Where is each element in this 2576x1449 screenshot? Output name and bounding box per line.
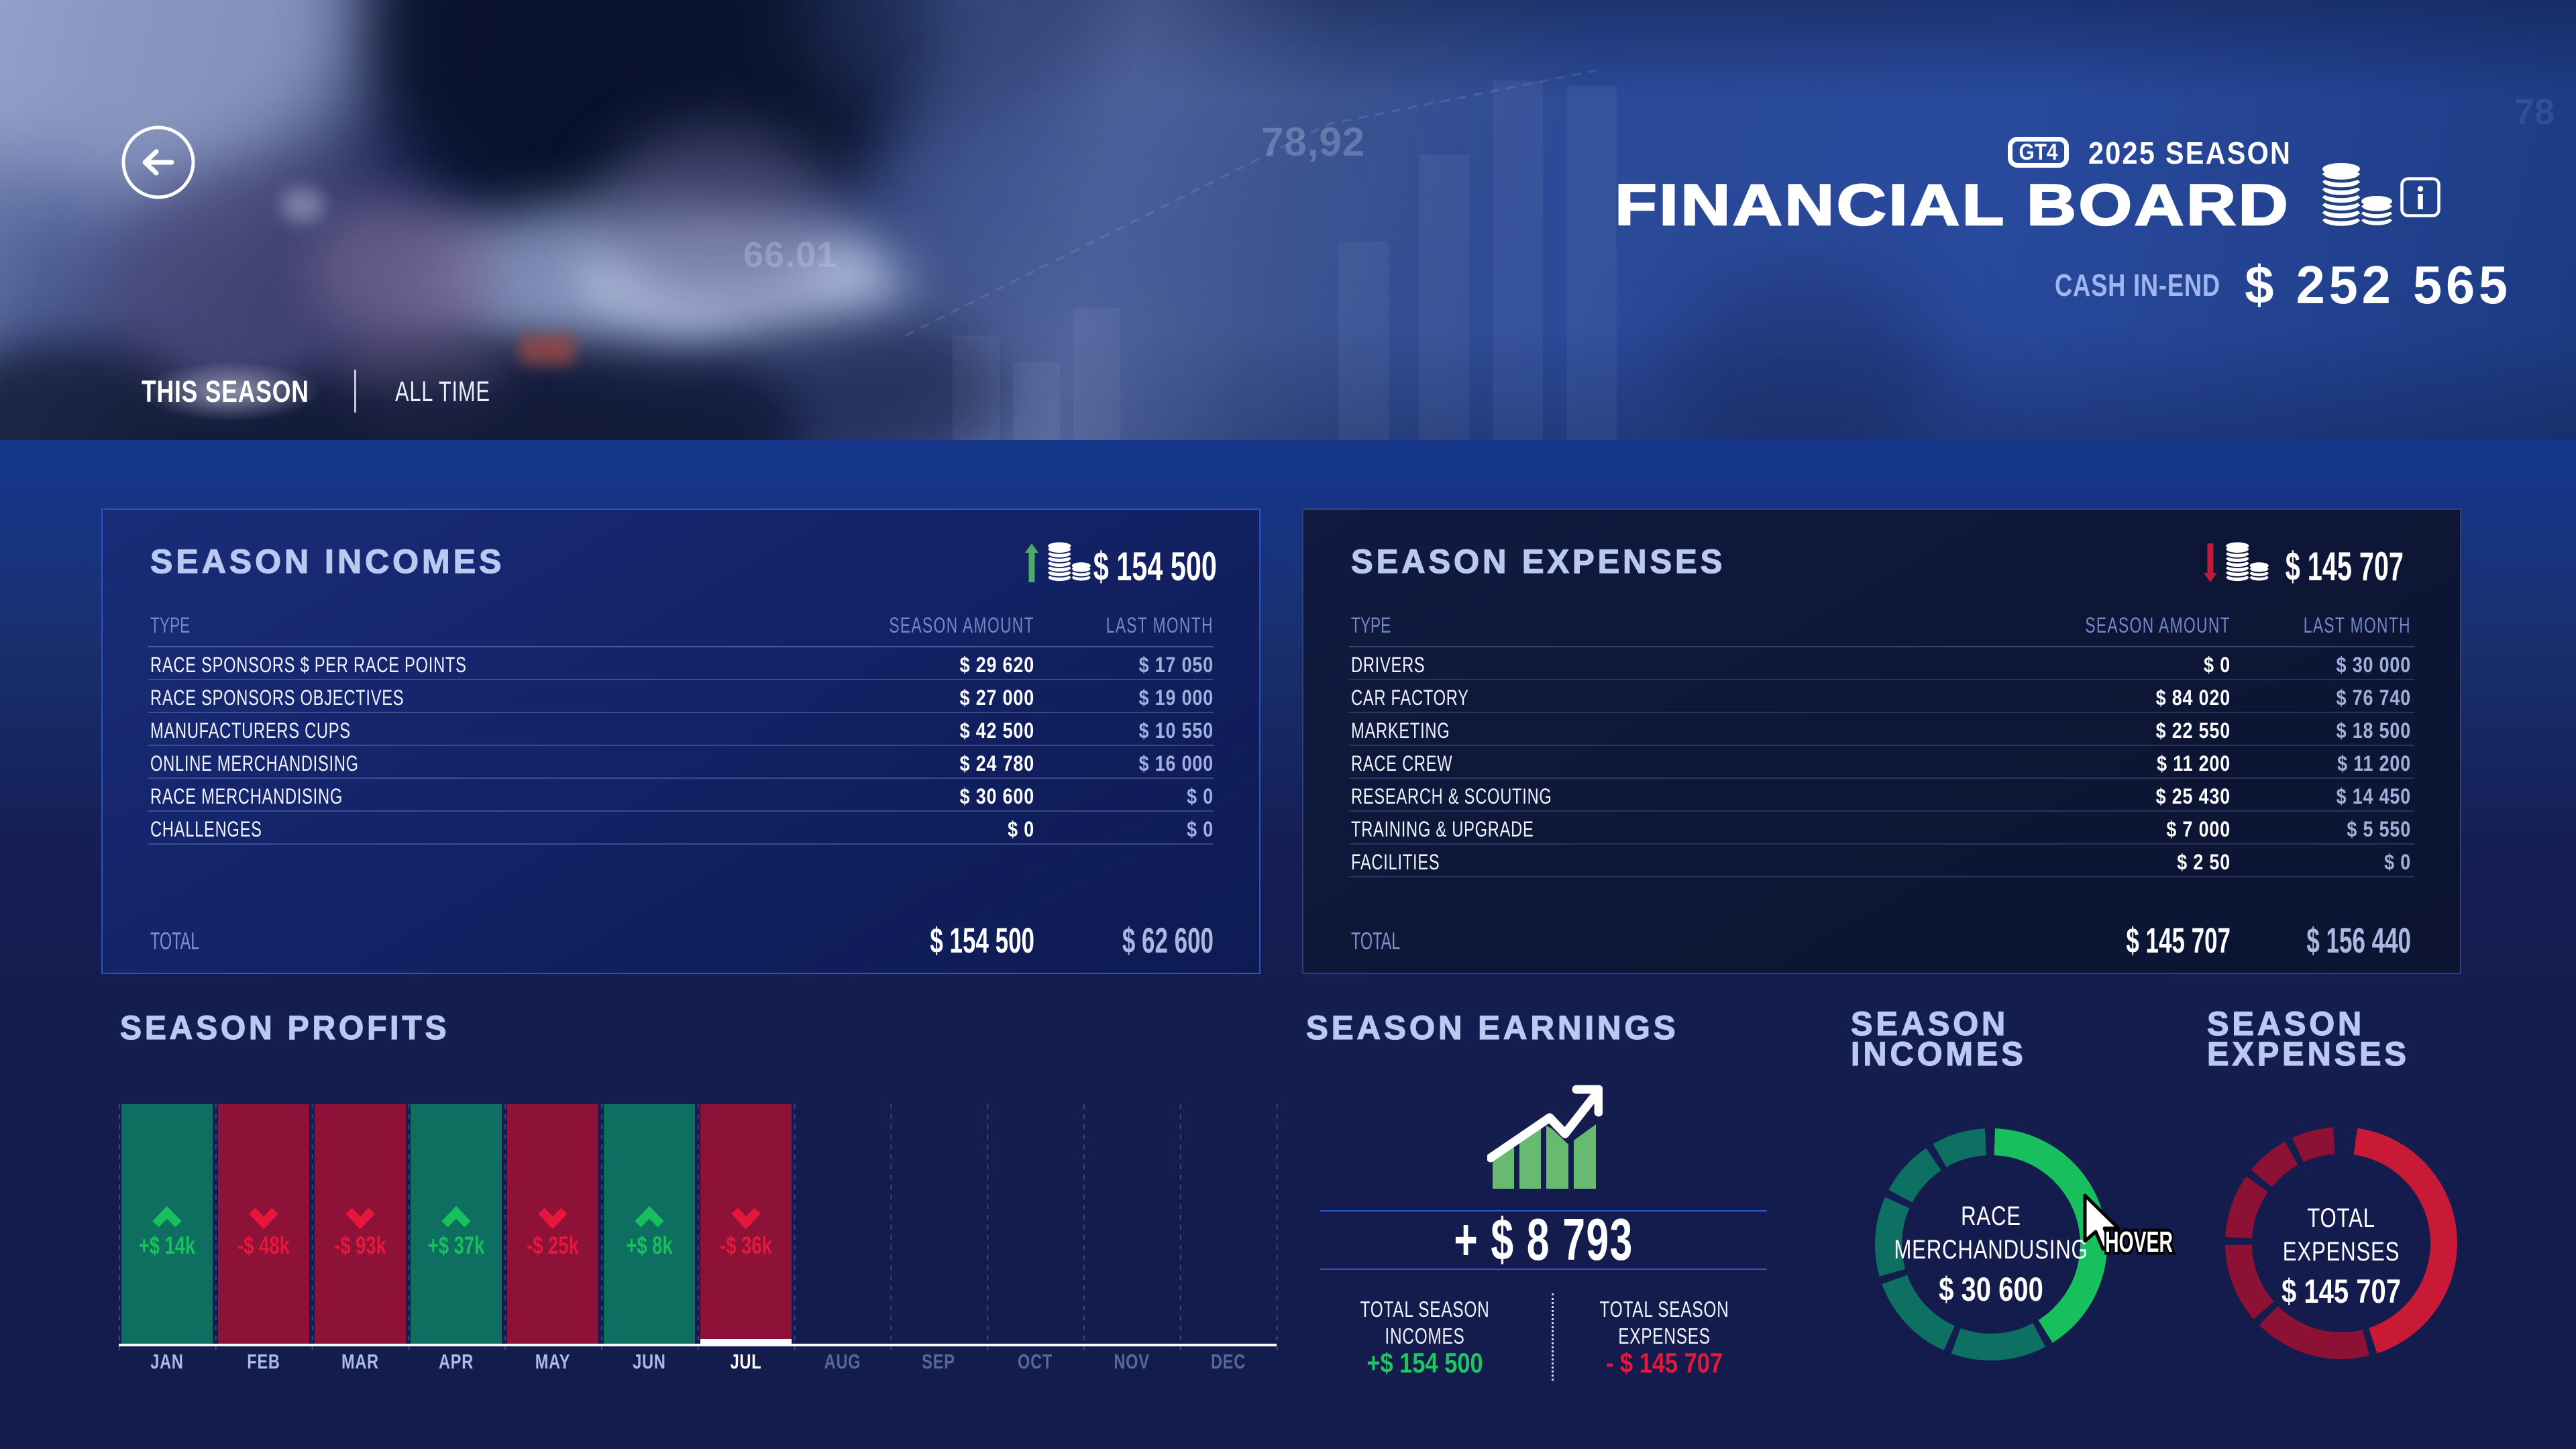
svg-text:HOVER: HOVER xyxy=(2105,1226,2173,1258)
svg-text:78,92: 78,92 xyxy=(1261,119,1365,164)
svg-text:66.01: 66.01 xyxy=(743,235,837,275)
svg-text:GT4: GT4 xyxy=(2019,140,2058,165)
svg-text:78: 78 xyxy=(2514,92,2555,132)
